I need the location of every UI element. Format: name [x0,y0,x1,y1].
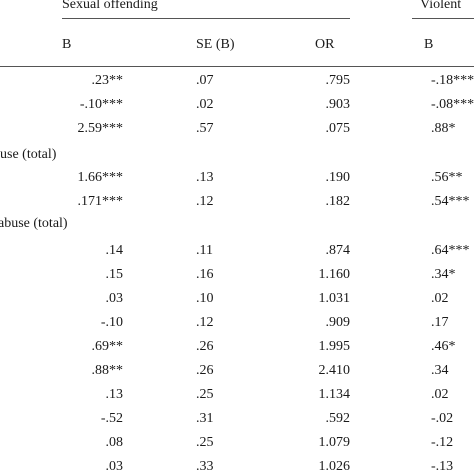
cell-se: .25 [196,435,214,450]
cell-se: .57 [196,121,214,136]
cell-or: .075 [325,121,351,136]
cell-b: .171*** [77,194,124,209]
column-header-b-violent: B [424,37,434,52]
section-label-use-total: use (total) [0,147,57,162]
cell-or: .795 [325,73,351,88]
column-header-or: OR [315,37,335,52]
cell-b: .69** [91,339,124,354]
cell-or: .592 [325,411,351,426]
cell-or: 2.410 [318,363,351,378]
cell-b: -.52 [100,411,123,426]
column-header-b: B [62,37,72,52]
cell-se: .13 [196,170,214,185]
cell-or: 1.031 [318,291,351,306]
cell-violent-b: .02 [431,291,449,306]
cell-se: .25 [196,387,214,402]
cell-violent-b: .64*** [431,243,470,258]
cell-b: .13 [105,387,124,402]
cell-violent-b: .46* [431,339,456,354]
group-rule-violent [412,18,474,19]
group-header-sexual-offending: Sexual offending [62,0,158,12]
cell-se: .26 [196,363,214,378]
cell-violent-b: .34* [431,267,456,282]
group-rule-sexual [62,18,350,19]
cell-se: .12 [196,194,214,209]
cell-se: .10 [196,291,214,306]
cell-b: .14 [105,243,124,258]
cell-b: .88** [91,363,124,378]
section-label-abuse-total: abuse (total) [0,216,68,231]
cell-or: 1.995 [318,339,351,354]
cell-violent-b: -.02 [431,411,454,426]
cell-b: .03 [105,459,124,474]
cell-se: .31 [196,411,214,426]
cell-b: .23** [91,73,124,88]
group-header-violent: Violent [420,0,462,12]
cell-or: 1.160 [318,267,351,282]
cell-violent-b: .54*** [431,194,470,209]
cell-or: .182 [325,194,351,209]
header-bottom-rule [0,66,474,67]
cell-se: .11 [196,243,213,258]
cell-or: .874 [325,243,351,258]
cell-violent-b: .56** [431,170,463,185]
cell-violent-b: -.18*** [431,73,474,88]
cell-b: -.10 [100,315,123,330]
cell-b: 1.66*** [77,170,124,185]
cell-se: .16 [196,267,214,282]
cell-violent-b: -.13 [431,459,454,474]
cell-or: 1.134 [318,387,351,402]
cell-violent-b: -.08*** [431,97,474,112]
cell-b: .08 [105,435,124,450]
cell-se: .33 [196,459,214,474]
cell-violent-b: .02 [431,387,449,402]
cell-b: .15 [105,267,124,282]
column-header-se: SE (B) [196,37,235,52]
cell-violent-b: .17 [431,315,449,330]
cell-se: .02 [196,97,214,112]
cell-violent-b: .34 [431,363,449,378]
cell-or: .909 [325,315,351,330]
cell-violent-b: .88* [431,121,456,136]
cell-b: 2.59*** [77,121,124,136]
cell-se: .07 [196,73,214,88]
cell-b: -.10*** [79,97,123,112]
cell-b: .03 [105,291,124,306]
cell-or: .903 [325,97,351,112]
cell-or: 1.079 [318,435,351,450]
cell-se: .12 [196,315,214,330]
cell-se: .26 [196,339,214,354]
cell-violent-b: -.12 [431,435,454,450]
cell-or: 1.026 [318,459,351,474]
cell-or: .190 [325,170,351,185]
